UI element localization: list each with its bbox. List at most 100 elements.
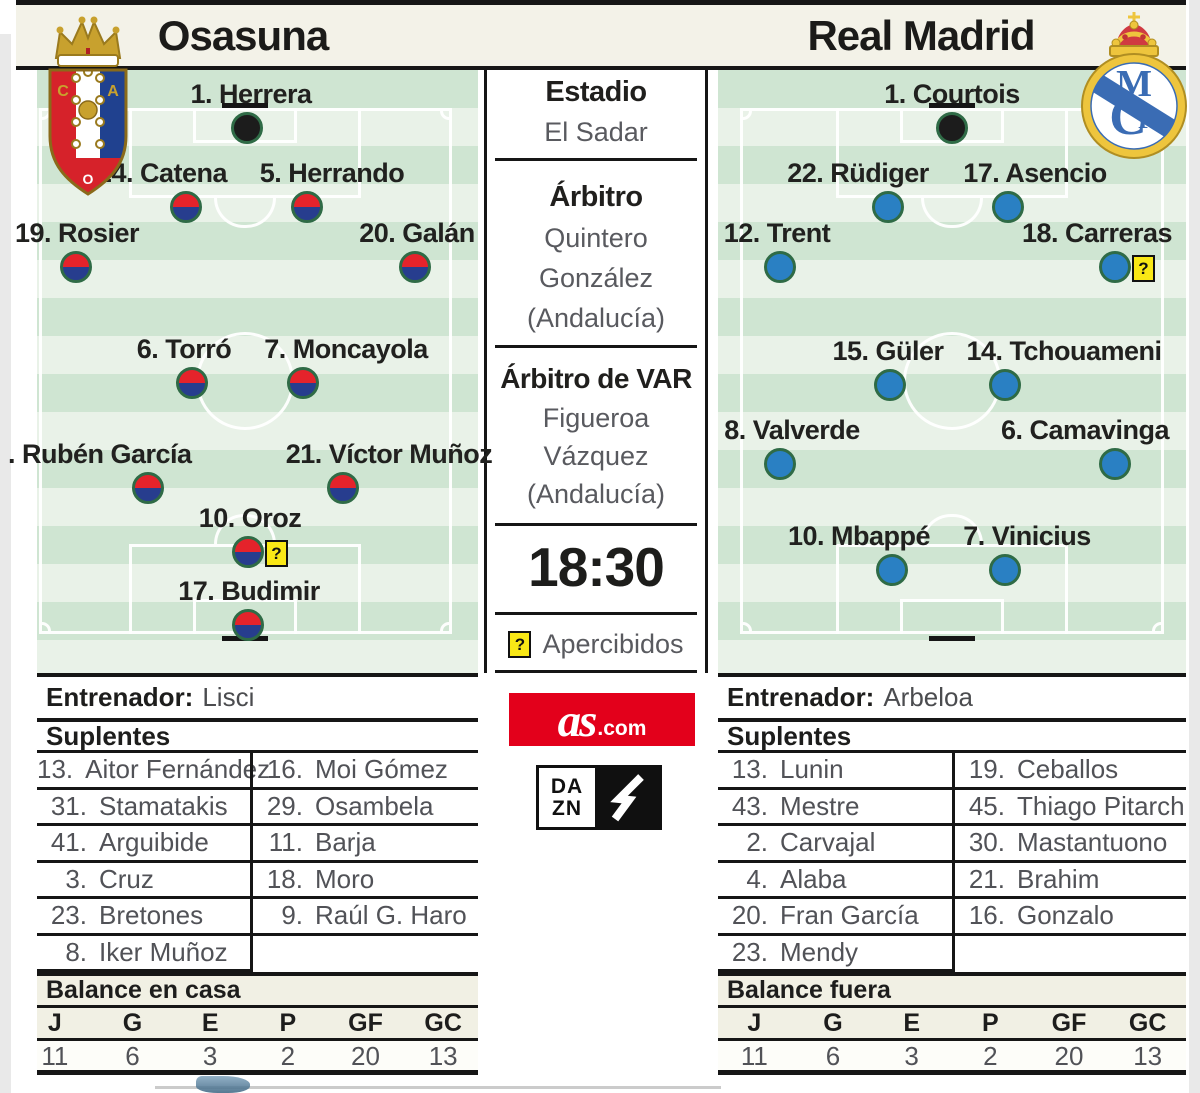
player-label: 15. Güler — [832, 336, 944, 366]
svg-text:F: F — [1138, 105, 1154, 134]
player-marker — [291, 191, 323, 223]
balance-header-cell: P — [279, 1008, 297, 1037]
osasuna-crest-icon: C A O — [48, 16, 128, 196]
penalty-box — [836, 108, 1068, 198]
substitute-number: 29. — [266, 790, 303, 821]
var-line: Figueroa — [542, 403, 650, 433]
corner-arc — [440, 622, 449, 631]
coach-name: Arbeloa — [883, 682, 973, 712]
substitute-name: Bretones — [99, 900, 204, 931]
substitute-name: Thiago Pitarch — [1017, 790, 1185, 821]
arbitro-label: Árbitro — [549, 181, 643, 213]
player-marker — [60, 251, 92, 283]
substitute-number: 11. — [268, 827, 303, 858]
substitute-number: 20. — [731, 900, 768, 931]
substitute-name: Alaba — [780, 863, 847, 894]
goal-area — [193, 599, 297, 634]
balance-value-cell: 3 — [202, 1041, 218, 1071]
substitute-cell: 41. Arguibide — [37, 826, 250, 863]
substitute-number: 41. — [50, 827, 87, 858]
substitute-name: Osambela — [315, 790, 434, 821]
player-label: 18. Carreras — [1021, 218, 1173, 248]
substitute-name: Carvajal — [780, 827, 876, 858]
balance-value-cell: 13 — [428, 1041, 458, 1071]
player-label: 8. Valverde — [724, 415, 860, 445]
player-marker — [176, 367, 208, 399]
divider — [495, 158, 697, 161]
player-label: 17. Asencio — [963, 158, 1107, 188]
player-label: . Rubén García — [8, 439, 192, 469]
dazn-laliga-logo: DA ZN — [536, 765, 662, 830]
player-marker — [989, 554, 1021, 586]
substitutes-row: 20. Fran García 16. Gonzalo — [718, 899, 1186, 936]
entrenador-label: Entrenador: — [46, 682, 194, 712]
away-substitutes-table: 13. Lunin 19. Ceballos 43. Mestre 45. Thiago Pi… — [718, 753, 1186, 972]
balance-value-cell: 3 — [904, 1041, 919, 1071]
substitute-number: 16. — [968, 900, 1005, 931]
warning-badge-icon: ? — [265, 540, 288, 567]
balance-value-cell: 20 — [351, 1041, 380, 1071]
substitute-name: Aitor Fernández — [85, 754, 271, 785]
substitutes-row: 13. Lunin 19. Ceballos — [718, 753, 1186, 790]
substitutes-row: 41. Arguibide 11. Barja — [37, 826, 478, 863]
match-info-panel: Estadio El Sadar Árbitro Quintero Gonzál… — [484, 70, 708, 673]
substitute-number: 8. — [65, 936, 87, 967]
warning-badge-icon: ? — [1132, 255, 1155, 282]
player-marker — [764, 251, 796, 283]
as-com-logo: as .com — [509, 693, 695, 746]
top-divider — [16, 0, 1186, 5]
substitute-cell: 9. Raúl G. Haro — [250, 899, 478, 936]
home-team-block: Entrenador: Lisci Suplentes 13. Aitor Fer… — [37, 677, 478, 1075]
substitute-number: 43. — [731, 790, 768, 821]
divider — [495, 523, 697, 526]
substitutes-row: 13. Aitor Fernández 16. Moi Gómez — [37, 753, 478, 790]
balance-value-cell: 6 — [825, 1041, 841, 1071]
substitute-cell: 13. Aitor Fernández — [37, 753, 270, 790]
goal-bar — [929, 103, 975, 108]
balance-header-cell: E — [903, 1008, 920, 1037]
substitute-number: 13. — [37, 754, 74, 785]
balance-value-cell: 2 — [983, 1041, 998, 1071]
as-logo-suffix: .com — [597, 717, 647, 740]
substitute-cell — [250, 935, 478, 972]
substitute-number: 3. — [65, 863, 87, 894]
substitute-number: 30. — [968, 827, 1005, 858]
player-marker — [992, 191, 1024, 223]
substitute-cell: 43. Mestre — [718, 790, 952, 826]
substitute-name: Stamatakis — [99, 790, 228, 821]
player-marker — [876, 554, 908, 586]
player-label: 10. Oroz — [198, 503, 302, 533]
substitutes-row: 8. Iker Muñoz — [37, 935, 478, 972]
substitute-cell: 19. Ceballos — [952, 753, 1186, 790]
away-balance-values: 11 6 3 2 20 13 — [715, 1041, 1187, 1071]
arbitro-line: Quintero — [544, 223, 648, 253]
laliga-mark-icon — [595, 768, 659, 827]
balance-value-cell: 11 — [41, 1041, 69, 1071]
var-line: Vázquez — [543, 441, 649, 471]
player-marker — [874, 369, 906, 401]
player-marker — [1099, 251, 1131, 283]
substitute-cell: 11. Barja — [250, 826, 478, 863]
scrollbar-track[interactable] — [1189, 0, 1200, 1093]
substitute-number: 23. — [50, 900, 87, 931]
substitutes-row: 3. Cruz 18. Moro — [37, 862, 478, 899]
player-marker — [287, 367, 319, 399]
arbitro-line: González — [538, 263, 654, 293]
substitute-name: Barja — [315, 827, 376, 858]
player-label: 1. Courtois — [884, 79, 1020, 109]
svg-text:C: C — [57, 83, 69, 100]
player-label: 20. Galán — [359, 218, 475, 248]
substitute-cell: 23. Bretones — [37, 899, 250, 936]
corner-arc — [42, 622, 51, 631]
apercibidos-legend: ? Apercibidos — [487, 629, 705, 659]
substitute-number: 31. — [50, 790, 87, 821]
divider — [495, 612, 697, 615]
balance-header-cell: GC — [1128, 1008, 1167, 1037]
kickoff-time: 18:30 — [528, 536, 665, 598]
player-marker — [1099, 448, 1131, 480]
substitute-name: Brahim — [1017, 863, 1100, 894]
dazn-line: DA — [550, 774, 584, 798]
balance-value-cell: 2 — [280, 1041, 296, 1071]
substitute-number: 23. — [731, 936, 768, 967]
svg-text:O: O — [83, 171, 94, 187]
